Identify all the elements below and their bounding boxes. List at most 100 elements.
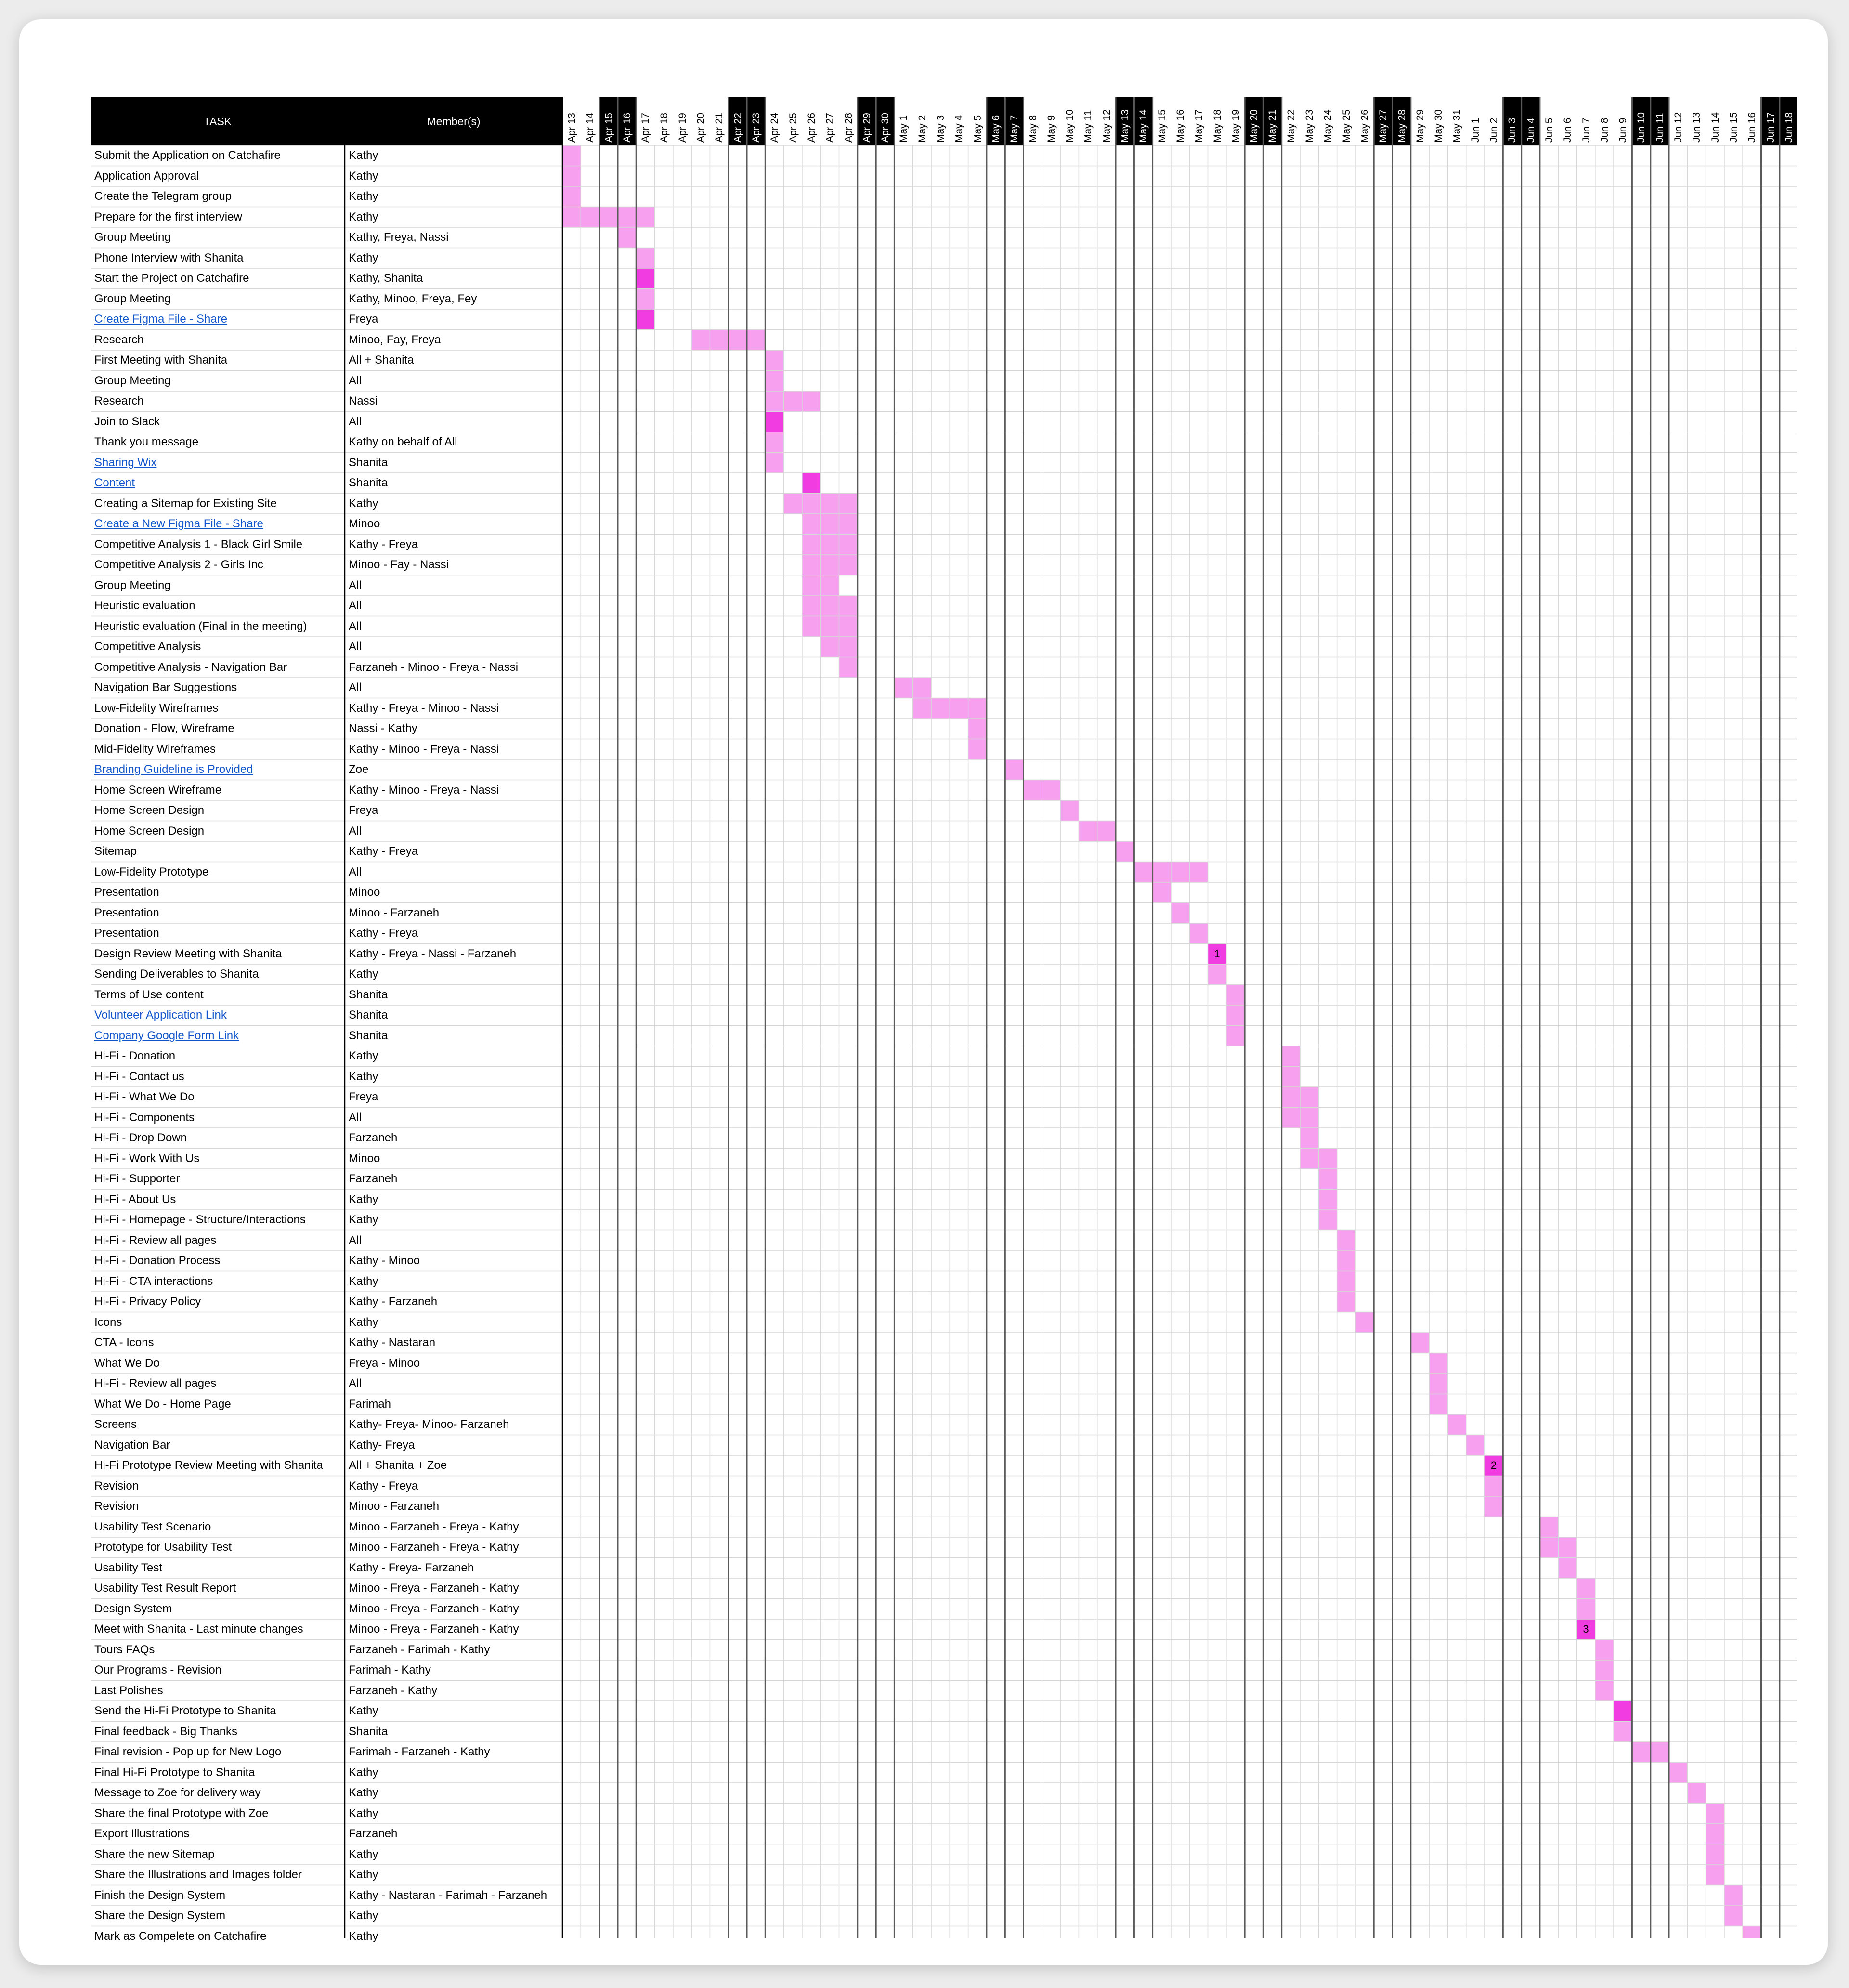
date-header-cell [1060,97,1079,145]
task-name: First Meeting with Shanita [94,353,228,366]
task-name: Home Screen Design [94,804,205,817]
task-name: Share the final Prototype with Zoe [94,1806,269,1820]
task-name: Prepare for the first interview [94,210,242,223]
date-header-weekend [1521,97,1540,145]
task-link[interactable]: Company Google Form Link [94,1029,239,1042]
gantt-bar-cell [802,493,821,514]
gantt-bar-cell [1706,1803,1724,1824]
date-header-weekend [1650,97,1669,145]
gantt-bar-cell [1023,780,1042,800]
task-members: Kathy [349,1274,378,1288]
task-members: Kathy - Nastaran [349,1336,436,1349]
date-label: Apr 19 [677,113,688,143]
gantt-bar-cell [1318,1169,1337,1190]
task-name: Message to Zoe for delivery way [94,1786,261,1799]
gantt-bar-cell [820,637,839,657]
gantt-bar-cell [802,596,821,616]
date-header-cell [1152,97,1171,145]
date-header-cell [783,97,802,145]
date-label: Apr 24 [769,113,781,143]
date-label: Apr 17 [640,113,651,143]
task-members: Freya [349,1090,378,1103]
task-name: Research [94,333,144,346]
date-header-cell [1171,97,1190,145]
task-members: Shanita [349,456,388,469]
date-label: May 10 [1064,109,1076,143]
task-members: Shanita [349,476,388,489]
task-members: Kathy - Freya [349,845,418,858]
gantt-bar-cell [636,248,655,268]
task-name: Final revision - Pop up for New Logo [94,1745,282,1758]
date-header-cell [1447,97,1466,145]
task-name: Thank you message [94,435,199,448]
date-label: May 21 [1267,109,1278,143]
date-label: May 11 [1082,110,1094,143]
gantt-bar-cell [1429,1373,1448,1394]
task-members: Kathy [349,1909,378,1922]
task-link[interactable]: Volunteer Application Link [94,1008,227,1021]
gantt-bar-cell [747,329,766,350]
gantt-bar-cell [765,391,784,412]
gantt-bar-cell [765,411,784,432]
date-header-cell [1281,97,1300,145]
gantt-bar-cell [839,493,858,514]
task-name: Hi-Fi - CTA interactions [94,1274,213,1288]
gantt-bar-cell [1429,1394,1448,1414]
date-label: May 7 [1009,115,1020,143]
date-header-cell [839,97,858,145]
date-label: Apr 27 [824,113,836,143]
date-header-cell [968,97,987,145]
task-link[interactable]: Content [94,476,135,489]
gantt-bar-cell [765,350,784,371]
task-name: Hi-Fi - Donation Process [94,1254,221,1267]
date-header-cell [1539,97,1559,145]
task-link[interactable]: Create a New Figma File - Share [94,517,263,530]
date-label: Jun 18 [1783,112,1795,143]
gantt-bar-cell [839,555,858,575]
task-members: Farimah [349,1397,391,1411]
date-header-weekend [876,97,895,145]
gantt-bar-cell [1171,862,1190,882]
gantt-bar-cell [1410,1333,1430,1353]
task-members: All [349,1111,362,1124]
task-members: Kathy [349,1786,378,1799]
task-link[interactable]: Create Figma File - Share [94,313,228,326]
gantt-bar-cell [1576,1578,1595,1599]
task-name: Heuristic evaluation (Final in the meeti… [94,619,307,633]
date-label: Jun 4 [1525,118,1536,143]
date-header-cell [1410,97,1430,145]
task-link[interactable]: Branding Guideline is Provided [94,763,253,776]
gantt-bar-cell [1226,984,1245,1005]
task-name: Sitemap [94,845,137,858]
task-name: Application Approval [94,169,199,183]
gantt-bar-cell [783,391,802,412]
task-link[interactable]: Sharing Wix [94,456,157,469]
gantt-bar-cell [1595,1660,1614,1681]
task-members: Kathy [349,1868,378,1881]
task-name: Presentation [94,927,159,940]
gantt-bar-cell [1706,1844,1724,1865]
date-label: May 1 [898,115,910,143]
date-header-weekend [1761,97,1780,145]
gantt-bar-cell [1539,1537,1559,1558]
date-label: May 5 [972,115,983,143]
date-label: Apr 26 [806,113,817,143]
gantt-bar-cell [765,432,784,453]
task-name: Home Screen Wireframe [94,783,222,797]
date-label: May 9 [1045,115,1057,143]
task-members: Kathy [349,149,378,162]
date-label: Jun 17 [1765,112,1776,143]
task-name: Group Meeting [94,231,171,244]
gantt-bar-cell [1208,943,1226,964]
date-label: May 16 [1174,109,1186,143]
task-members: All [349,415,362,428]
gantt-bar-cell [1706,1824,1724,1844]
task-members: Nassi [349,394,378,407]
task-members: Minoo - Freya - Farzaneh - Kathy [349,1582,519,1595]
gantt-bar-cell [1189,862,1208,882]
date-label: Apr 16 [621,113,633,143]
date-header-weekend [1503,97,1522,145]
gantt-bar-cell [617,227,637,248]
gantt-bar-cell [820,575,839,596]
gantt-bar-cell [1337,1251,1355,1271]
